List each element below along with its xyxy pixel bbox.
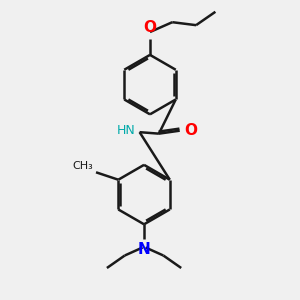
Text: CH₃: CH₃ [72,161,93,171]
Text: HN: HN [116,124,135,137]
Text: O: O [184,123,197,138]
Text: O: O [143,20,157,35]
Text: N: N [138,242,150,257]
